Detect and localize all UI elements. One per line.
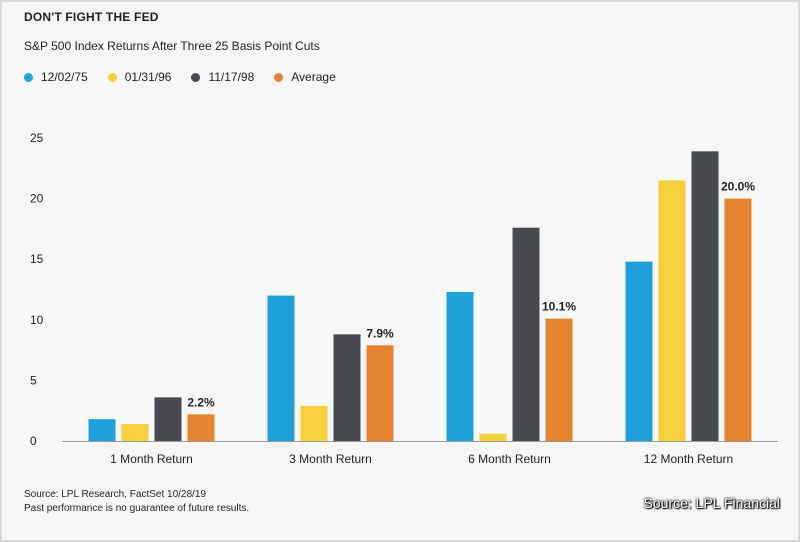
y-tick-label: 0	[30, 434, 37, 448]
chart-subtitle: S&P 500 Index Returns After Three 25 Bas…	[24, 39, 320, 53]
bar	[479, 433, 507, 441]
bar	[658, 180, 686, 442]
y-tick-label: 25	[30, 131, 44, 145]
legend-item-11-17-98: 11/17/98	[191, 70, 254, 84]
chart-source: Source: LPL Research, FactSet 10/28/19 P…	[24, 488, 249, 516]
credit-watermark: Source: LPL Financial	[643, 495, 780, 511]
x-tick-label: 1 Month Return	[110, 452, 193, 466]
bar	[446, 291, 474, 441]
x-tick-label: 12 Month Return	[644, 452, 733, 466]
y-tick-label: 10	[30, 313, 44, 327]
legend-label: 01/31/96	[124, 70, 172, 84]
data-label: 20.0%	[721, 180, 755, 194]
bar	[512, 227, 540, 441]
legend-item-01-31-96: 01/31/96	[107, 70, 172, 84]
bar	[187, 414, 215, 441]
bar	[300, 405, 328, 441]
bar	[154, 397, 182, 441]
legend-dot-12-02-75	[24, 72, 33, 82]
x-tick-label: 6 Month Return	[468, 452, 551, 466]
bar	[333, 334, 361, 441]
chart-title: DON'T FIGHT THE FED	[24, 10, 159, 24]
legend-dot-11-17-98	[191, 72, 201, 82]
bar	[121, 424, 149, 441]
data-label: 10.1%	[542, 300, 576, 314]
y-tick-label: 15	[30, 252, 44, 266]
disclaimer-line: Past performance is no guarantee of futu…	[24, 503, 250, 514]
bar	[691, 151, 719, 441]
bar	[366, 345, 394, 441]
x-tick-label: 3 Month Return	[289, 452, 372, 466]
bar	[625, 261, 653, 441]
chart-legend: 12/02/75 01/31/96 11/17/98 Average	[24, 70, 356, 84]
bar	[545, 318, 573, 441]
y-tick-label: 5	[30, 373, 37, 387]
data-label: 7.9%	[366, 326, 394, 340]
legend-dot-01-31-96	[107, 72, 117, 82]
legend-label: 12/02/75	[41, 70, 88, 84]
bar	[724, 198, 752, 441]
legend-dot-average	[274, 72, 284, 82]
y-tick-label: 20	[30, 192, 44, 206]
legend-item-average: Average	[274, 70, 336, 84]
legend-label: Average	[291, 70, 336, 84]
data-label: 2.2%	[187, 395, 215, 409]
source-line: Source: LPL Research, FactSet 10/28/19	[24, 489, 206, 500]
bar	[88, 419, 116, 441]
legend-label: 11/17/98	[208, 70, 255, 84]
bar	[267, 295, 295, 441]
legend-item-12-02-75: 12/02/75	[24, 70, 88, 84]
